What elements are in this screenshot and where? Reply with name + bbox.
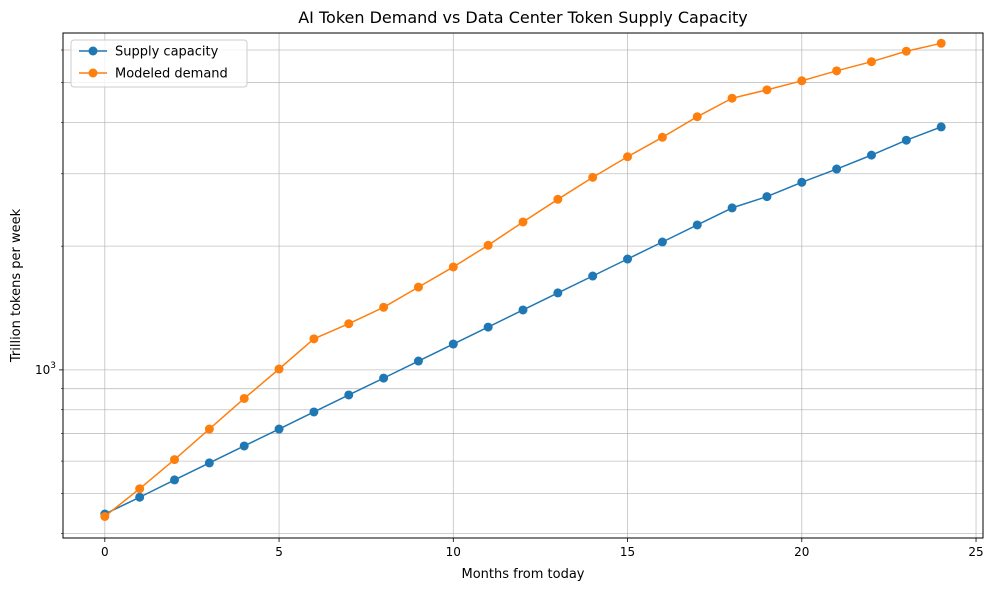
data-point-demand (727, 93, 737, 103)
data-point-supply (448, 339, 458, 349)
data-point-demand (657, 132, 667, 142)
y-axis-label: Trillion tokens per week (9, 208, 24, 363)
data-point-supply (727, 203, 737, 213)
data-point-demand (692, 112, 702, 122)
data-point-demand (797, 76, 807, 86)
legend-marker-supply (88, 46, 98, 56)
x-tick-label: 15 (620, 545, 635, 559)
data-point-supply (692, 220, 702, 230)
x-tick-label: 10 (446, 545, 461, 559)
data-point-demand (448, 262, 458, 272)
x-tick-label: 20 (794, 545, 809, 559)
x-tick-label: 5 (275, 545, 283, 559)
data-point-supply (797, 177, 807, 187)
series-layer (100, 38, 946, 521)
legend-label-demand: Modeled demand (115, 67, 228, 82)
data-point-demand (762, 85, 772, 95)
data-point-demand (866, 57, 876, 67)
data-point-demand (623, 152, 633, 162)
data-point-demand (309, 334, 319, 344)
series-supply (100, 122, 946, 519)
data-point-supply (135, 492, 145, 502)
data-point-supply (239, 441, 249, 451)
data-point-demand (901, 46, 911, 56)
data-point-demand (170, 455, 180, 465)
data-point-demand (832, 66, 842, 76)
data-point-demand (483, 240, 493, 250)
data-point-demand (553, 194, 563, 204)
data-point-supply (483, 322, 493, 332)
series-demand (100, 38, 946, 521)
data-point-demand (274, 364, 284, 374)
data-point-supply (170, 475, 180, 485)
data-point-demand (518, 217, 528, 227)
data-point-supply (623, 254, 633, 264)
data-point-supply (553, 288, 563, 298)
data-point-supply (518, 305, 528, 315)
data-point-supply (413, 356, 423, 366)
x-tick-label: 0 (101, 545, 109, 559)
data-point-demand (135, 484, 145, 494)
data-point-supply (936, 122, 946, 132)
grid (63, 33, 983, 538)
plot-frame (62, 32, 984, 539)
data-point-supply (657, 237, 667, 247)
data-point-supply (274, 424, 284, 434)
data-point-supply (588, 271, 598, 281)
legend: Supply capacity Modeled demand (70, 39, 248, 88)
x-tick-label: 25 (968, 545, 983, 559)
data-point-demand (239, 393, 249, 403)
data-point-supply (309, 407, 319, 417)
data-point-demand (344, 319, 354, 329)
data-point-demand (379, 302, 389, 312)
data-point-supply (866, 150, 876, 160)
data-point-supply (832, 164, 842, 174)
data-point-demand (413, 282, 423, 292)
chart-title: AI Token Demand vs Data Center Token Sup… (298, 8, 748, 27)
y-tick-label: 103 (35, 361, 56, 377)
data-point-supply (379, 373, 389, 383)
data-point-supply (901, 135, 911, 145)
legend-marker-demand (88, 68, 98, 78)
data-point-demand (204, 424, 214, 434)
legend-label-supply: Supply capacity (115, 45, 219, 60)
data-point-supply (344, 390, 354, 400)
data-point-supply (762, 192, 772, 202)
data-point-demand (588, 172, 598, 182)
data-point-demand (936, 38, 946, 48)
x-axis-label: Months from today (462, 567, 585, 582)
data-point-supply (204, 458, 214, 468)
axis-ticks: 0 5 10 15 20 25 103 (35, 49, 984, 559)
data-point-demand (100, 511, 110, 521)
legend-frame (70, 39, 248, 88)
